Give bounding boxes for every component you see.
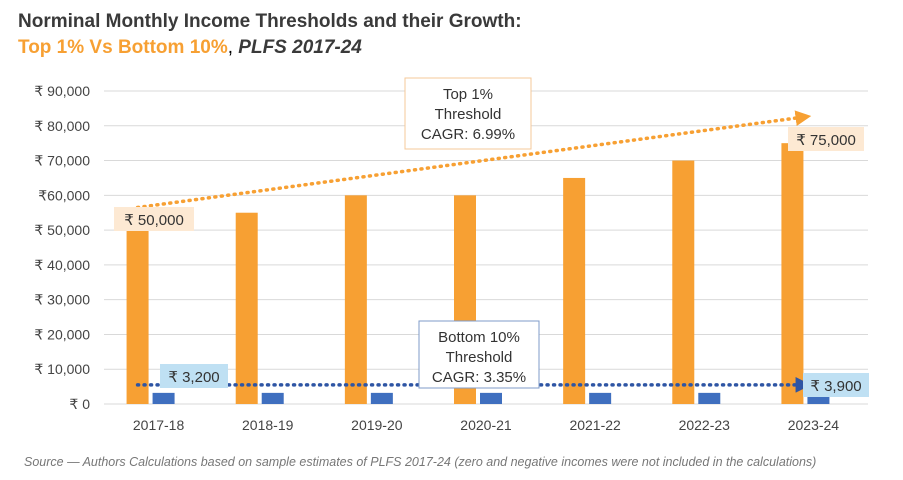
x-tick-label: 2017-18: [133, 417, 185, 433]
bottom-start-value-box: [160, 364, 228, 388]
y-tick-label: ₹60,000: [38, 187, 90, 203]
y-tick-label: ₹ 70,000: [34, 153, 90, 169]
chart-subtitle: Top 1% Vs Bottom 10%, PLFS 2017-24: [18, 37, 362, 59]
top-cagr-callout-line: Top 1%: [443, 86, 493, 103]
y-tick-label: ₹ 50,000: [34, 222, 90, 238]
x-axis-labels: 2017-18 2018-19 2019-20 2020-21 2021-22 2022-…: [133, 417, 839, 433]
top-end-value: ₹ 75,000: [796, 132, 856, 149]
y-tick-label: ₹ 80,000: [34, 118, 90, 134]
bar-top-1pct: [672, 160, 695, 404]
y-tick-label: ₹ 20,000: [34, 326, 90, 342]
x-tick-label: 2022-23: [679, 417, 731, 433]
x-tick-label: 2021-22: [569, 417, 621, 433]
bar-top-1pct: [126, 230, 149, 404]
subtitle-highlight: Top 1% Vs Bottom 10%: [18, 37, 228, 58]
top-cagr-callout-line: CAGR: 6.99%: [421, 126, 515, 143]
y-tick-label: ₹ 40,000: [34, 257, 90, 273]
annotation-labels: ₹ 50,000 ₹ 75,000 ₹ 3,200 ₹ 3,900 Top 1% Thre…: [114, 77, 869, 397]
bar-bottom-10pct: [261, 392, 284, 404]
top-start-value-box: [114, 207, 194, 231]
bar-bottom-10pct: [370, 392, 393, 404]
bottom-cagr-callout-box: [418, 320, 540, 389]
bottom-cagr-callout-line: Threshold: [446, 349, 513, 366]
bar-bottom-10pct: [152, 392, 175, 404]
y-axis-labels: ₹ 0 ₹ 10,000 ₹ 20,000 ₹ 30,000 ₹ 40,000 ₹ 50,…: [34, 83, 90, 412]
y-tick-label: ₹ 30,000: [34, 292, 90, 308]
bar-top-1pct: [563, 177, 586, 404]
x-tick-label: 2020-21: [460, 417, 512, 433]
y-tick-label: ₹ 0: [69, 396, 90, 412]
y-tick-label: ₹ 90,000: [34, 83, 90, 99]
top-cagr-callout-line: Threshold: [435, 106, 502, 123]
subtitle-survey: PLFS 2017-24: [238, 37, 362, 58]
bar-top-1pct: [235, 212, 258, 404]
x-tick-label: 2019-20: [351, 417, 403, 433]
x-tick-label: 2023-24: [788, 417, 840, 433]
bottom-cagr-callout-line: Bottom 10%: [438, 329, 520, 346]
bottom-start-value: ₹ 3,200: [168, 369, 219, 386]
bar-bottom-10pct: [480, 392, 502, 404]
chart-title: Norminal Monthly Income Thresholds and t…: [18, 11, 522, 32]
bar-chart: ₹ 0 ₹ 10,000 ₹ 20,000 ₹ 30,000 ₹ 40,000 ₹ 50,…: [34, 77, 869, 433]
bottom-cagr-callout-line: CAGR: 3.35%: [432, 369, 526, 386]
bar-bottom-10pct: [698, 392, 721, 404]
top-start-value: ₹ 50,000: [124, 212, 184, 229]
y-tick-label: ₹ 10,000: [34, 361, 90, 377]
bottom-end-value-box: [803, 373, 869, 397]
top-end-value-box: [788, 127, 864, 151]
top-cagr-callout-box: [404, 77, 532, 150]
source-note: Source — Authors Calculations based on s…: [24, 455, 817, 469]
bottom-end-value: ₹ 3,900: [810, 378, 861, 395]
x-tick-label: 2018-19: [242, 417, 294, 433]
subtitle-separator: ,: [227, 37, 239, 58]
bar-bottom-10pct: [589, 392, 612, 404]
top-trend-line: [135, 110, 812, 210]
bar-top-1pct: [781, 143, 804, 404]
bar-top-1pct: [344, 195, 367, 404]
